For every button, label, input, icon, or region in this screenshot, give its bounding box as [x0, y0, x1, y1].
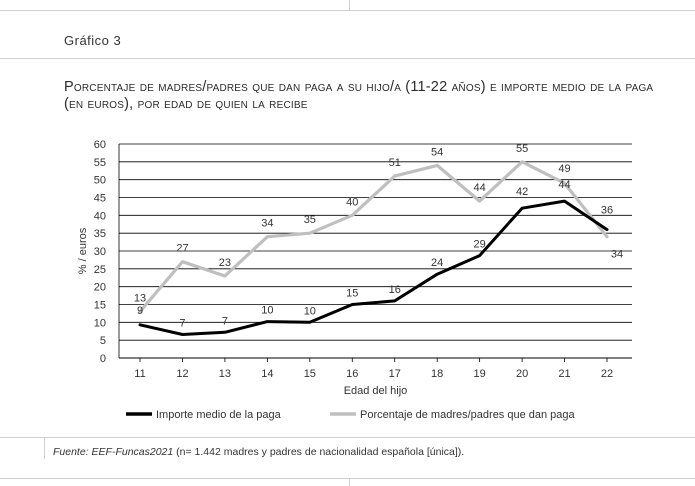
data-label-porcentaje: 13: [134, 293, 146, 305]
source-tick: [44, 437, 45, 459]
y-tick-label: 45: [94, 193, 106, 205]
legend-label-porcentaje: Porcentaje de madres/padres que dan paga: [360, 409, 576, 421]
data-label-importe: 42: [516, 186, 528, 198]
x-tick-label: 14: [261, 368, 273, 380]
data-label-importe: 29: [474, 239, 486, 251]
data-label-porcentaje: 23: [219, 257, 231, 269]
label-rule: [0, 58, 695, 59]
data-label-porcentaje: 55: [516, 143, 528, 155]
y-tick-label: 15: [94, 300, 106, 312]
series-line-porcentaje: [138, 160, 609, 314]
data-label-importe: 24: [431, 257, 443, 269]
x-tick-label: 18: [431, 368, 443, 380]
series-line-importe: [138, 199, 609, 336]
chart-title: Porcentaje de madres/padres que dan paga…: [64, 79, 654, 112]
source-note: Fuente: EEF-Funcas2021 (n= 1.442 madres …: [53, 446, 464, 458]
y-tick-label: 5: [100, 335, 106, 347]
data-label-importe: 9: [137, 305, 143, 317]
y-tick-label: 35: [94, 228, 106, 240]
y-axis-title: % / euros: [77, 227, 89, 274]
data-label-importe: 10: [304, 305, 316, 317]
data-label-importe: 7: [222, 315, 228, 327]
y-tick-label: 55: [94, 157, 106, 169]
x-axis-title: Edad del hijo: [344, 385, 408, 397]
data-label-importe: 16: [389, 284, 401, 296]
y-tick-label: 40: [94, 210, 106, 222]
y-tick-label: 25: [94, 264, 106, 276]
line-chart: 0 5 10 15 20 25 30 35 40 45 50 55 60 11 12 13 14 15 16 17 18…: [77, 139, 632, 421]
data-label-porcentaje: 40: [346, 196, 358, 208]
data-label-porcentaje: 49: [558, 163, 570, 175]
y-tick-label: 10: [94, 317, 106, 329]
top-tick: [349, 0, 350, 10]
x-tick-label: 16: [346, 368, 358, 380]
x-tick-label: 20: [516, 368, 528, 380]
x-tick-label: 13: [219, 368, 231, 380]
x-tick-label: 21: [558, 368, 570, 380]
data-label-importe: 44: [558, 179, 570, 191]
y-tick-label: 50: [94, 175, 106, 187]
legend-label-importe: Importe medio de la paga: [156, 409, 282, 421]
data-label-porcentaje: 34: [611, 249, 623, 261]
y-tick-label: 20: [94, 282, 106, 294]
bottom-rule: [0, 478, 695, 479]
figure-label: Gráfico 3: [64, 33, 122, 48]
source-rule: [0, 437, 695, 438]
top-rule: [0, 10, 695, 11]
source-prefix: Fuente: EEF-Funcas2021: [53, 446, 174, 458]
data-label-porcentaje: 44: [474, 182, 486, 194]
x-tick-label: 12: [176, 368, 188, 380]
y-tick-label: 30: [94, 246, 106, 258]
data-label-importe: 15: [346, 288, 358, 300]
data-label-importe: 7: [179, 317, 185, 329]
x-tick-label: 19: [474, 368, 486, 380]
x-tick-label: 11: [134, 368, 145, 380]
source-rest: (n= 1.442 madres y padres de nacionalida…: [173, 446, 465, 458]
y-tick-label: 60: [94, 139, 106, 151]
data-label-importe: 36: [601, 205, 613, 217]
data-label-porcentaje: 54: [431, 146, 443, 158]
x-tick-label: 15: [304, 368, 316, 380]
data-label-porcentaje: 34: [261, 218, 273, 230]
data-label-porcentaje: 27: [176, 243, 188, 255]
data-label-importe: 10: [261, 305, 273, 317]
y-tick-label: 0: [100, 353, 106, 365]
x-tick-label: 22: [601, 368, 613, 380]
data-label-porcentaje: 35: [304, 214, 316, 226]
bottom-tick: [349, 478, 350, 486]
data-label-porcentaje: 51: [389, 157, 401, 169]
x-tick-label: 17: [389, 368, 401, 380]
